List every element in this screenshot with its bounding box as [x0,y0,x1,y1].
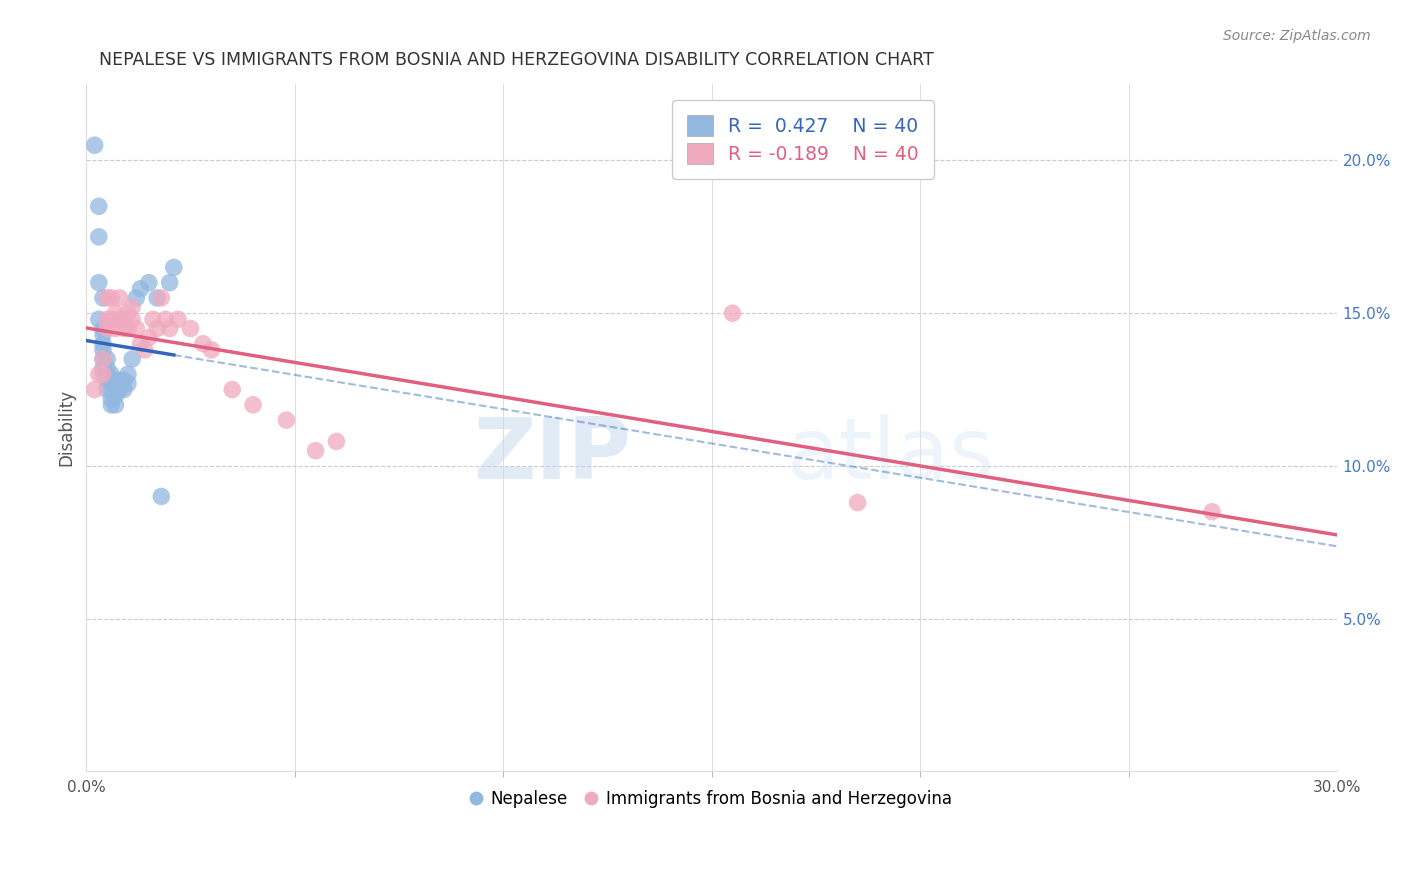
Point [91,361,114,376]
Point [108,312,131,326]
Point [146,321,169,335]
Point [104,389,127,403]
Point [276,413,298,427]
Point [846,495,869,509]
Point [104,373,127,387]
Point [142,312,165,326]
Point [150,490,173,504]
Point [134,343,156,357]
Point [159,321,181,335]
Point [112,312,135,326]
Point [91,291,114,305]
Point [91,321,114,335]
Point [155,312,177,326]
Point [112,373,135,387]
Point [180,321,202,335]
Point [100,392,122,406]
Text: NEPALESE VS IMMIGRANTS FROM BOSNIA AND HERZEGOVINA DISABILITY CORRELATION CHART: NEPALESE VS IMMIGRANTS FROM BOSNIA AND H… [98,51,934,69]
Point [104,383,127,397]
Point [96,321,118,335]
Point [159,276,181,290]
Point [100,291,122,305]
Point [91,351,114,366]
Point [91,336,114,351]
Point [117,321,139,335]
Point [221,383,243,397]
Point [191,336,214,351]
Point [96,383,118,397]
Point [96,312,118,326]
Point [91,351,114,366]
Point [129,282,152,296]
Point [87,276,110,290]
Point [125,321,148,335]
Point [104,321,127,335]
Point [112,383,135,397]
Point [96,351,118,366]
Point [87,312,110,326]
Point [163,260,186,275]
Point [146,291,169,305]
Text: ZIP: ZIP [472,414,630,497]
Point [125,291,148,305]
Point [150,291,173,305]
Point [96,373,118,387]
Point [104,398,127,412]
Point [167,312,190,326]
Legend: Nepalese, Immigrants from Bosnia and Herzegovina: Nepalese, Immigrants from Bosnia and Her… [465,783,959,814]
Point [96,361,118,376]
Point [91,343,114,357]
Point [108,291,131,305]
Point [100,398,122,412]
Point [91,368,114,382]
Point [96,368,118,382]
Point [108,383,131,397]
Point [100,373,122,387]
Point [108,373,131,387]
Point [325,434,347,449]
Text: Source: ZipAtlas.com: Source: ZipAtlas.com [1223,29,1371,43]
Point [121,351,143,366]
Point [83,383,105,397]
Point [104,306,127,320]
Y-axis label: Disability: Disability [58,389,75,467]
Point [117,376,139,391]
Point [83,138,105,153]
Point [138,331,160,345]
Point [242,398,264,412]
Point [1201,505,1223,519]
Point [87,368,110,382]
Point [112,321,135,335]
Point [87,230,110,244]
Point [304,443,326,458]
Point [121,312,143,326]
Point [100,312,122,326]
Point [721,306,744,320]
Point [121,300,143,314]
Point [100,383,122,397]
Point [100,368,122,382]
Point [87,199,110,213]
Text: atlas: atlas [787,414,994,497]
Point [117,368,139,382]
Point [138,276,160,290]
Point [96,291,118,305]
Point [200,343,222,357]
Point [91,327,114,342]
Point [129,336,152,351]
Point [117,306,139,320]
